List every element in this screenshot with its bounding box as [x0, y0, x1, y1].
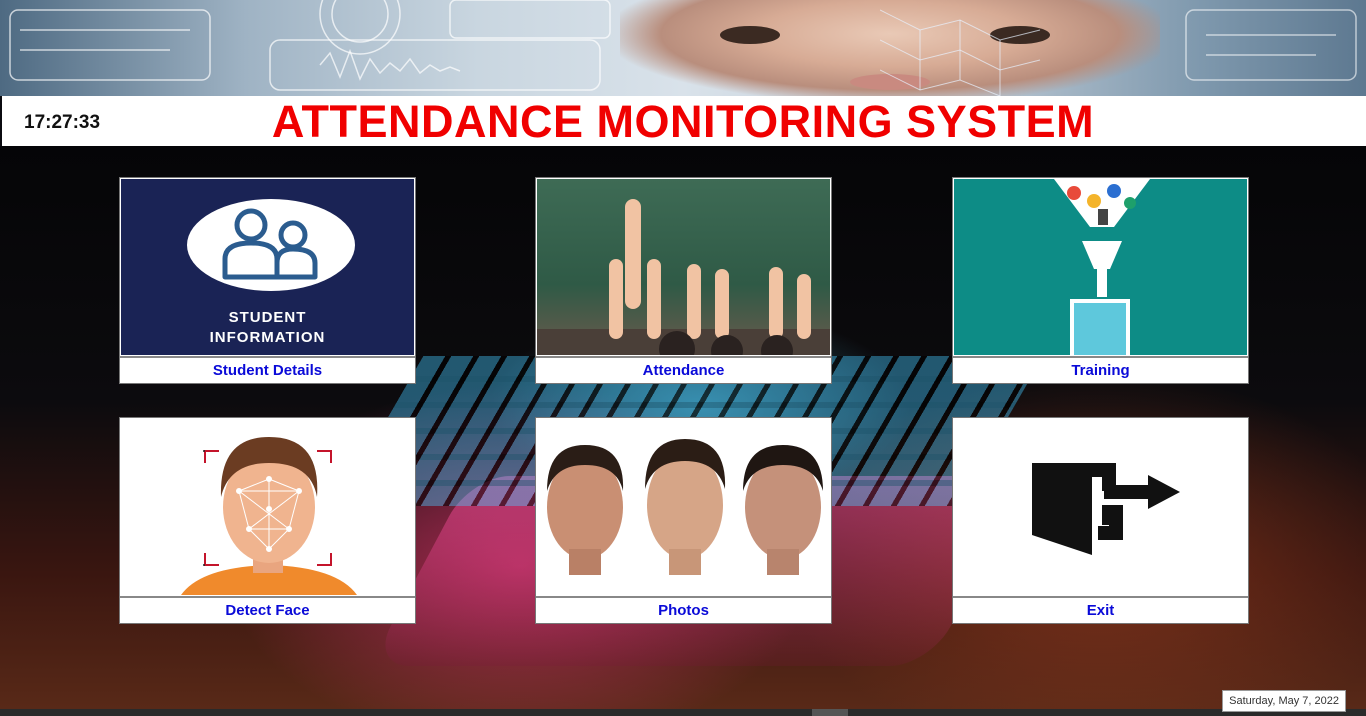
clock: 17:27:33: [24, 112, 101, 133]
photos-image: [537, 419, 830, 595]
training-button[interactable]: Training: [952, 177, 1249, 384]
raised-hands-image: [537, 179, 830, 355]
photos-label: Photos: [536, 596, 831, 623]
date-label: Saturday, May 7, 2022: [1222, 690, 1346, 712]
badge-line-information: INFORMATION: [209, 329, 326, 346]
detect-face-label: Detect Face: [120, 596, 415, 623]
attendance-label: Attendance: [536, 356, 831, 383]
badge-line-student: STUDENT: [228, 309, 307, 326]
photos-button[interactable]: Photos: [535, 417, 832, 624]
lips: [850, 74, 930, 90]
faces-icon: [547, 439, 823, 575]
left-eye: [720, 26, 780, 44]
exit-image: [954, 419, 1247, 595]
training-label: Training: [953, 356, 1248, 383]
funnel-icon: [1054, 179, 1150, 355]
exit-label: Exit: [953, 596, 1248, 623]
exit-button[interactable]: Exit: [952, 417, 1249, 624]
scrollbar-thumb[interactable]: [812, 709, 848, 716]
face-mesh-overlay: [880, 9, 1041, 96]
title-bar: [2, 96, 1366, 146]
hud-graphics: [9, 0, 611, 91]
app-title: ATTENDANCE MONITORING SYSTEM: [271, 96, 1095, 147]
horizontal-scrollbar[interactable]: [0, 709, 1366, 716]
face-scan-image: [121, 419, 414, 595]
student-details-button[interactable]: STUDENT INFORMATION Student Details: [119, 177, 416, 384]
header-banner-image: [0, 0, 1366, 96]
detect-face-button[interactable]: Detect Face: [119, 417, 416, 624]
training-funnel-image: [954, 179, 1247, 355]
users-icon: [187, 199, 355, 291]
student-details-label: Student Details: [120, 356, 415, 383]
raised-hands-icon: [537, 199, 830, 355]
exit-icon: [1032, 463, 1180, 555]
right-hud-graphics: [1185, 9, 1357, 81]
face-scan-icon: [181, 437, 357, 595]
student-information-image: STUDENT INFORMATION: [121, 179, 414, 355]
attendance-button[interactable]: Attendance: [535, 177, 832, 384]
